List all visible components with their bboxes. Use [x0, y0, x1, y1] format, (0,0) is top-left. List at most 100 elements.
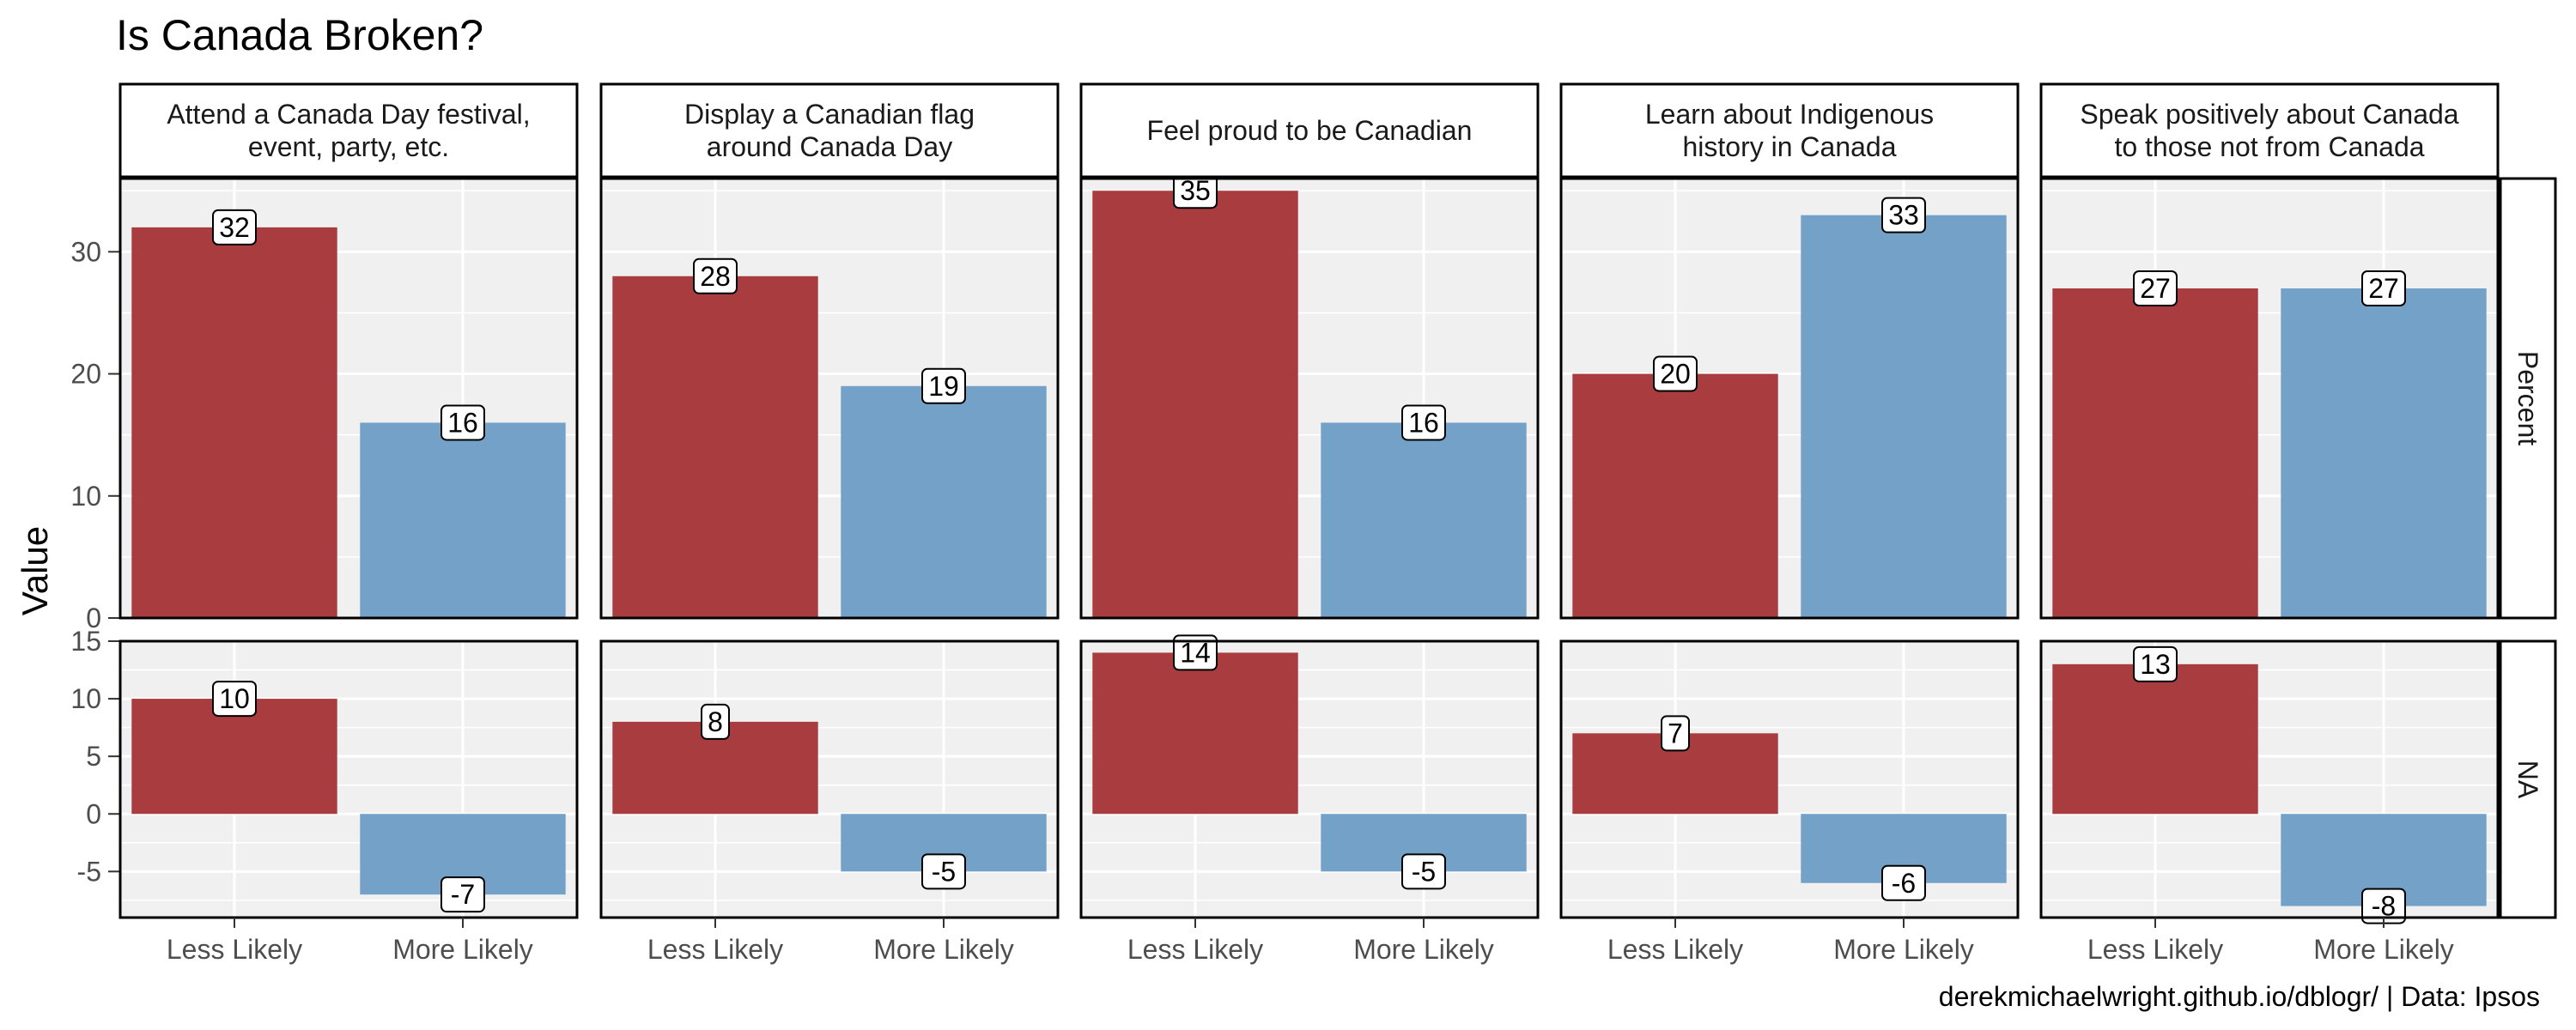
column-strip-label: Feel proud to be Canadian [1147, 115, 1473, 146]
data-label-box [693, 258, 738, 294]
facet-panel: 27 27 [2039, 177, 2500, 620]
bar-less-likely [1572, 373, 1778, 618]
bar-less-likely [131, 227, 337, 618]
data-label: 10 [219, 683, 250, 714]
bar-more-likely [841, 385, 1047, 618]
bar-more-likely [1801, 215, 2007, 618]
data-label: 27 [2140, 273, 2171, 304]
x-tick-label: Less Likely [1607, 934, 1743, 965]
column-strip-label: to those not from Canada [2114, 131, 2424, 162]
data-label-box [440, 876, 485, 913]
y-axis-label: Value [15, 526, 55, 615]
panel-border [118, 639, 579, 919]
row-strip-label: Percent [2512, 351, 2543, 445]
data-label-box [2361, 270, 2406, 306]
column-strip-label: event, party, etc. [248, 131, 449, 162]
column-strip-label: around Canada Day [707, 131, 952, 162]
panel-border [599, 639, 1060, 919]
data-label: -7 [451, 879, 475, 910]
column-strip-label: Display a Canadian flag [684, 99, 975, 130]
data-label-box [1881, 864, 1926, 901]
panel-border [2039, 177, 2500, 620]
facet-panel: 7 -6 [1559, 639, 2020, 919]
facet-panel: 28 19 [599, 177, 1060, 620]
column-strip [599, 82, 1060, 179]
facet-panel: 13-8 [2039, 639, 2500, 924]
data-label-box [701, 703, 730, 740]
panel-border [599, 177, 1060, 620]
bar-less-likely [2052, 663, 2258, 815]
row-strip-label: NA [2512, 760, 2543, 799]
data-label: -5 [1412, 856, 1436, 887]
bar-more-likely [1321, 422, 1527, 618]
x-tick-label: More Likely [1833, 934, 1974, 965]
x-tick-label: More Likely [2313, 934, 2454, 965]
panel-border [1079, 177, 1540, 620]
data-label: 13 [2140, 649, 2171, 680]
data-label: 33 [1888, 200, 1919, 231]
data-label-box [2133, 645, 2178, 682]
facet-panel: 8 -5 [599, 639, 1060, 919]
row-strip [2499, 639, 2557, 919]
column-strip [1559, 82, 2020, 179]
data-label-box [212, 681, 257, 718]
bar-less-likely [1092, 191, 1298, 618]
data-label: 16 [1408, 407, 1439, 438]
y-tick-label: 30 [70, 236, 101, 267]
data-label-box [921, 853, 966, 890]
y-tick-label: 5 [86, 741, 101, 772]
data-label-box [212, 209, 257, 245]
bar-less-likely [612, 276, 818, 618]
facet-panel: 10 -7 [118, 639, 579, 919]
y-tick-label: 10 [70, 683, 101, 714]
data-label: 20 [1660, 359, 1691, 390]
data-label: -5 [932, 856, 956, 887]
facet-panel: 32 16 [118, 177, 579, 620]
x-tick-label: Less Likely [1127, 934, 1263, 965]
data-label: 8 [708, 706, 723, 737]
data-label-box [921, 367, 966, 404]
x-tick-label: Less Likely [167, 934, 302, 965]
y-tick-label: 20 [70, 359, 101, 390]
data-label: 27 [2368, 273, 2399, 304]
data-label-box [1173, 634, 1218, 671]
panel-border [118, 177, 579, 620]
data-label-box [2133, 270, 2178, 306]
y-tick-label: 0 [86, 798, 101, 829]
x-tick-label: More Likely [1353, 934, 1494, 965]
column-strip [1079, 82, 1540, 179]
x-tick-label: More Likely [873, 934, 1014, 965]
bar-more-likely [2281, 288, 2487, 618]
facet-panel: 35 16 [1079, 173, 1540, 620]
row-strip [2499, 177, 2557, 620]
y-tick-label: 15 [70, 626, 101, 657]
column-strip-label: Speak positively about Canada [2080, 99, 2458, 130]
y-tick-label: 0 [86, 603, 101, 633]
bar-less-likely [131, 699, 337, 815]
facet-panel: 14-5 [1079, 634, 1540, 919]
panel-border [1559, 639, 2020, 919]
data-label-box [1661, 715, 1690, 752]
data-label-box [1653, 355, 1698, 392]
bar-more-likely [360, 422, 566, 618]
chart-caption: derekmichaelwright.github.io/dblogr/ | D… [1939, 981, 2540, 1012]
y-tick-label: 10 [70, 481, 101, 512]
panel-border [2039, 639, 2500, 919]
x-tick-label: Less Likely [647, 934, 783, 965]
panel-border [1559, 177, 2020, 620]
panel-border [1079, 639, 1540, 919]
column-strip-label: Learn about Indigenous [1645, 99, 1934, 130]
bar-less-likely [1092, 652, 1298, 815]
column-strip [2039, 82, 2500, 179]
data-label-box [1401, 404, 1446, 441]
data-label: 32 [219, 212, 250, 243]
data-label: -6 [1892, 868, 1916, 899]
column-strip-label: history in Canada [1682, 131, 1896, 162]
x-tick-label: More Likely [392, 934, 533, 965]
data-label: 35 [1180, 175, 1211, 206]
chart-title: Is Canada Broken? [116, 11, 483, 59]
data-label: 19 [928, 371, 959, 402]
data-label-box [1881, 197, 1926, 233]
